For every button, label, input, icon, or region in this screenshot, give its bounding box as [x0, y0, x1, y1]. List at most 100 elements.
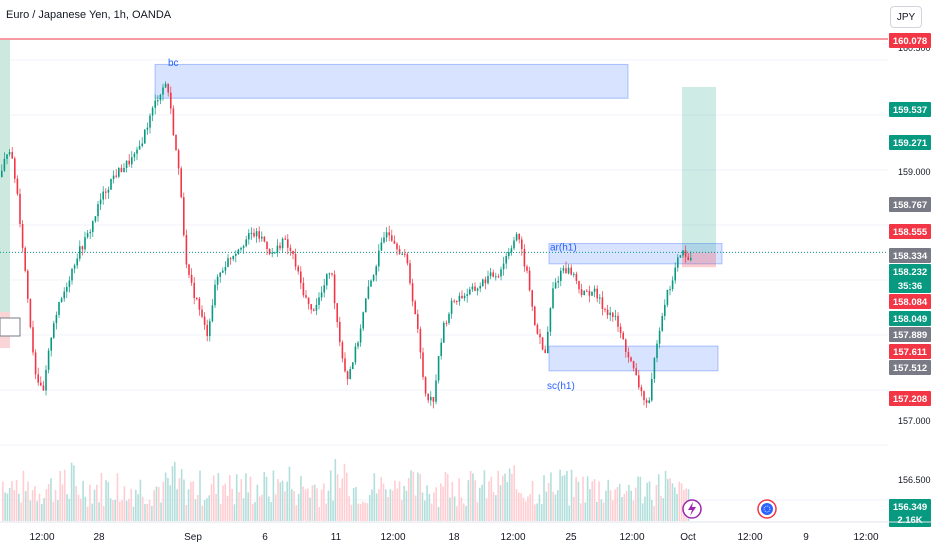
volume-bar: [421, 492, 424, 521]
volume-bar: [504, 473, 506, 521]
x-tick: 28: [93, 532, 105, 543]
candle-body: [352, 362, 354, 369]
volume-bar: [151, 505, 153, 521]
y-tick: 157.000: [898, 416, 931, 426]
candle-body: [417, 314, 419, 329]
volume-bar: [190, 481, 192, 521]
volume-bar: [247, 492, 249, 521]
candle-body: [567, 267, 570, 274]
volume-bar: [91, 503, 94, 521]
volume-bar: [398, 481, 401, 521]
volume-bar: [667, 479, 669, 521]
volume-bar: [589, 489, 591, 521]
volume-bar: [607, 479, 610, 521]
volume-bar: [511, 473, 513, 521]
volume-bar: [552, 491, 554, 521]
candle-body: [539, 333, 541, 338]
volume-bar: [203, 500, 206, 521]
candle-body: [554, 282, 557, 289]
volume-bar: [387, 496, 389, 521]
candle-body: [323, 285, 325, 293]
globe-flag-icon[interactable]: [757, 499, 777, 519]
candle-body: [294, 254, 297, 267]
candle-body: [1, 170, 3, 178]
candle-body: [599, 297, 601, 299]
volume-bar: [79, 498, 82, 521]
candle-body: [110, 179, 112, 190]
candle-body: [344, 358, 346, 372]
zones[interactable]: [154, 63, 723, 372]
volume-bar: [630, 490, 632, 521]
volume-bar: [488, 481, 490, 521]
long-position-tool[interactable]: [682, 86, 716, 268]
candle-body: [125, 160, 128, 169]
left-position-tool[interactable]: [0, 40, 21, 348]
volume-bar: [164, 472, 167, 521]
volume-bar: [577, 481, 580, 521]
candle-body: [586, 290, 588, 292]
volume-bar: [107, 481, 110, 521]
volume-bar: [2, 481, 4, 521]
candle-body: [120, 167, 123, 173]
volume-bar: [520, 493, 522, 521]
price-label-bg: [889, 224, 931, 239]
zone-1[interactable]: [548, 243, 723, 265]
volume-bar: [50, 478, 52, 521]
volume-bar: [284, 491, 286, 521]
volume-bar: [595, 501, 598, 521]
price-label: 158.334: [889, 248, 931, 263]
volume-bar: [47, 484, 50, 521]
volume-bar: [380, 477, 382, 521]
volume-bar: [277, 479, 279, 521]
candle-body: [583, 290, 585, 296]
volume-bar: [407, 477, 410, 521]
candle-body: [596, 288, 598, 299]
candle-body: [40, 382, 42, 386]
candle-body: [341, 342, 344, 359]
candle-body: [411, 283, 414, 302]
volume-bar: [462, 503, 465, 521]
candle-body: [86, 233, 89, 238]
price-label: 160.078: [889, 33, 931, 48]
candle-body: [245, 239, 247, 247]
candle-body: [648, 400, 650, 403]
volume-bar: [38, 493, 41, 521]
candle-body: [409, 263, 411, 284]
volume-bar: [238, 492, 240, 521]
zone-label-bc: bc: [168, 58, 179, 69]
candle-body: [313, 309, 315, 311]
candle-body: [250, 232, 253, 234]
price-label-bg: [889, 33, 931, 48]
candle-body: [136, 149, 138, 154]
price-label: 159.271: [889, 135, 931, 150]
candle-body: [580, 289, 583, 296]
volume-bar: [543, 475, 545, 521]
volume-bar: [368, 495, 371, 521]
currency-button[interactable]: JPY: [890, 6, 922, 28]
candle-body: [211, 305, 214, 322]
zone-0[interactable]: [154, 63, 629, 99]
volume-bar: [536, 503, 538, 521]
candle-body: [578, 280, 580, 290]
chart-title: Euro / Japanese Yen, 1h, OANDA: [6, 9, 172, 21]
stop-zone: [682, 252, 716, 268]
candle-body: [437, 356, 440, 381]
time-axis[interactable]: [0, 521, 932, 550]
lightning-icon[interactable]: [682, 499, 702, 519]
event-icons[interactable]: [682, 499, 777, 519]
price-label-text: 156.349: [893, 502, 927, 513]
price-label-text: 159.271: [893, 138, 928, 149]
candle-body: [339, 321, 341, 343]
candle-body: [541, 337, 544, 350]
candle-body: [326, 274, 328, 286]
candle-body: [653, 358, 656, 379]
candle-body: [443, 322, 445, 343]
candle-body: [224, 266, 227, 271]
volume-bar: [394, 480, 396, 521]
volume-bar: [309, 497, 311, 521]
volume-bar: [534, 504, 536, 521]
volume-bar: [268, 496, 270, 521]
candle-body: [128, 160, 130, 165]
volume-bar: [653, 506, 655, 521]
